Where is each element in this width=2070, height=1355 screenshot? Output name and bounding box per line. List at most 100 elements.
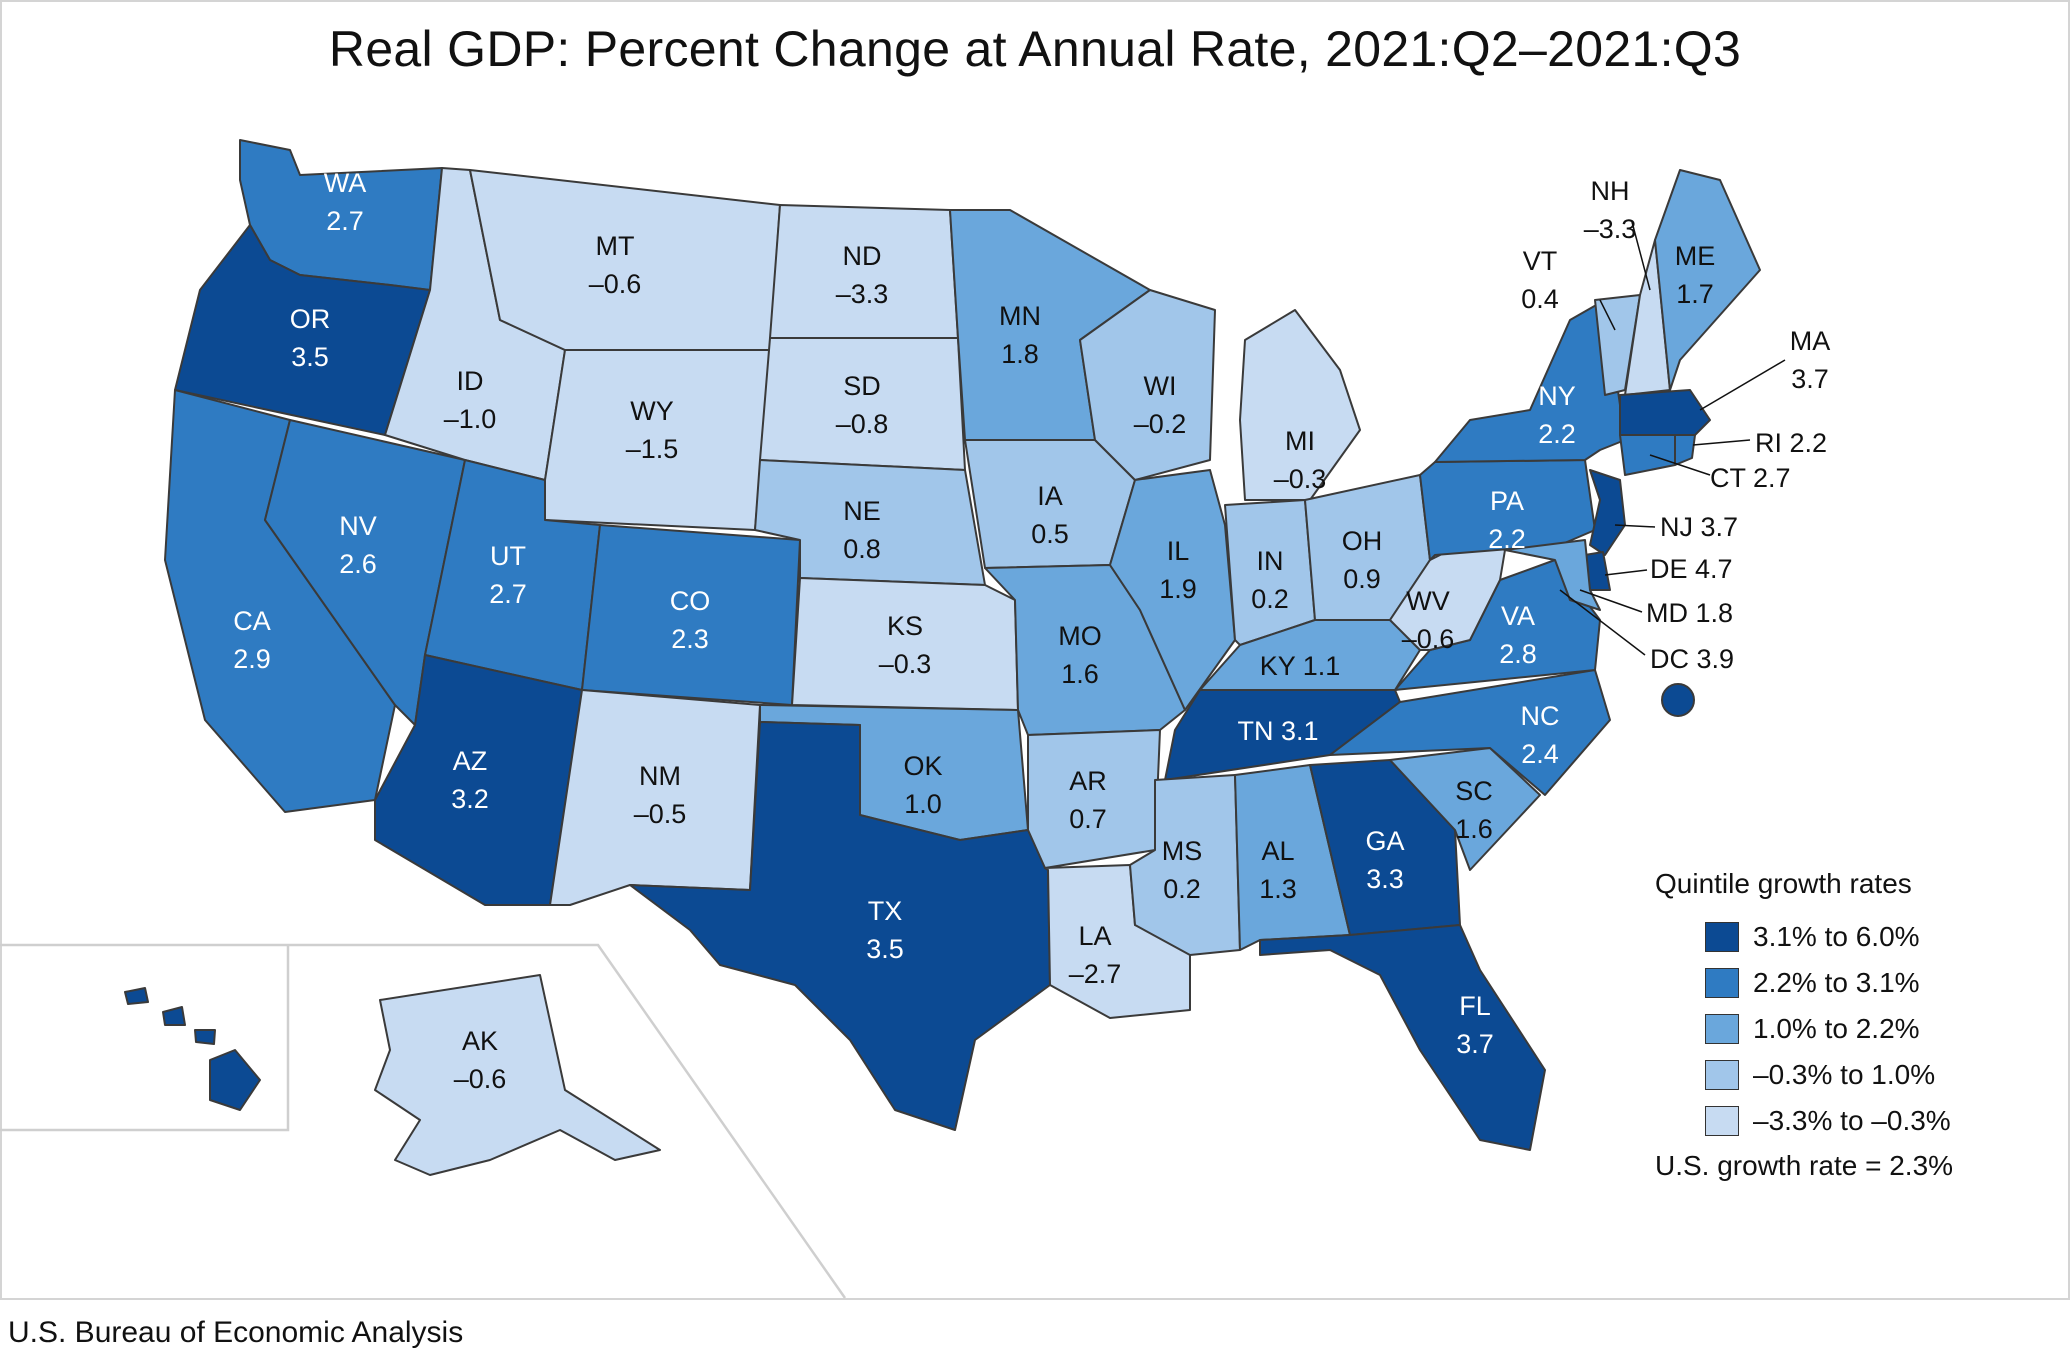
state-label-AZ: AZ [453,746,488,776]
callout-label-DE: DE 4.7 [1650,554,1733,584]
state-label-KY: KY 1.1 [1260,651,1341,681]
callout-label-RI: RI 2.2 [1755,428,1827,458]
state-label-IL: IL [1167,536,1190,566]
legend-item: –3.3% to –0.3% [1655,1098,2055,1144]
state-value-OH: 0.9 [1343,564,1381,594]
state-value-MI: –0.3 [1274,464,1327,494]
map-frame [0,0,2070,1300]
state-value-GA: 3.3 [1366,864,1404,894]
callout-label-VT: VT [1523,246,1558,276]
state-label-UT: UT [490,541,526,571]
state-label-NE: NE [843,496,881,526]
state-ND [769,204,959,339]
state-value-ME: 1.7 [1676,279,1714,309]
state-label-AR: AR [1069,766,1107,796]
callout-label-MA: MA [1790,326,1831,356]
callout-value-NH: –3.3 [1584,214,1637,244]
state-value-OR: 3.5 [291,342,329,372]
us-choropleth-map: WA 2.7 OR 3.5 CA 2.9 NV 2.6 ID –1.0 MT –0.6 WY –1.5 UT… [0,139,1830,1299]
state-label-LA: LA [1078,921,1111,951]
legend-label: –0.3% to 1.0% [1753,1059,1936,1090]
state-NY [1434,299,1626,463]
state-value-CO: 2.3 [671,624,709,654]
inset-border [0,943,847,1299]
state-MD [1504,539,1601,611]
state-label-KS: KS [887,611,923,641]
state-WY [544,349,771,531]
state-value-NY: 2.2 [1538,419,1576,449]
state-label-NM: NM [639,761,681,791]
legend-item: 2.2% to 3.1% [1655,960,2055,1006]
state-AR [1027,729,1161,869]
state-label-WA: WA [324,168,367,198]
hi-island-3 [194,1029,216,1045]
leader-line-MD [1579,589,1643,613]
leader-line-DC [1559,589,1646,656]
legend-rows: 3.1% to 6.0% 2.2% to 3.1% 1.0% to 2.2% –… [1655,914,2055,1144]
state-value-SC: 1.6 [1455,814,1493,844]
map-title: Real GDP: Percent Change at Annual Rate,… [328,21,1742,77]
state-label-NC: NC [1521,701,1560,731]
leader-line-RI [1692,439,1751,446]
state-label-OH: OH [1342,526,1383,556]
legend-swatch [1705,968,1739,998]
state-WI [1079,289,1216,481]
state-label-NY: NY [1538,381,1576,411]
legend-label: –3.3% to –0.3% [1753,1105,1951,1136]
callout-label-NJ: NJ 3.7 [1660,512,1738,542]
state-SC [1389,747,1541,871]
state-label-TX: TX [868,896,903,926]
legend-label: 2.2% to 3.1% [1753,967,1920,998]
state-value-MO: 1.6 [1061,659,1099,689]
state-value-UT: 2.7 [489,579,527,609]
state-label-WI: WI [1144,371,1177,401]
state-value-CA: 2.9 [233,644,271,674]
state-value-HI: 6.0 [99,1084,137,1114]
state-label-TN: TN 3.1 [1237,716,1318,746]
state-label-ME: ME [1675,241,1716,271]
state-value-PA: 2.2 [1488,524,1526,554]
state-value-OK: 1.0 [904,789,942,819]
state-label-WY: WY [630,396,674,426]
leader-line-CT [1649,454,1711,476]
state-label-CA: CA [233,606,271,636]
state-value-ND: –3.3 [836,279,889,309]
state-value-KS: –0.3 [879,649,932,679]
leader-line-VT [1599,299,1616,331]
state-value-TX: 3.5 [866,934,904,964]
callout-label-DC: DC 3.9 [1650,644,1734,674]
state-value-IA: 0.5 [1031,519,1069,549]
state-value-ID: –1.0 [444,404,497,434]
state-value-NC: 2.4 [1521,739,1559,769]
callout-leaders [1559,221,1786,656]
state-value-MS: 0.2 [1163,874,1201,904]
state-label-WV: WV [1406,586,1450,616]
state-value-WY: –1.5 [626,434,679,464]
state-value-SD: –0.8 [836,409,889,439]
source-credit: U.S. Bureau of Economic Analysis [8,1316,464,1349]
state-FL [1259,924,1546,1151]
state-KS [791,577,1019,711]
state-DC-marker [1661,683,1695,717]
state-SD [759,337,966,471]
legend-item: –0.3% to 1.0% [1655,1052,2055,1098]
state-MA [1619,389,1711,436]
state-value-NV: 2.6 [339,549,377,579]
state-value-MN: 1.8 [1001,339,1039,369]
legend-swatch [1705,1106,1739,1136]
state-NJ [1589,469,1626,556]
state-value-AK: –0.6 [454,1064,507,1094]
state-value-VA: 2.8 [1499,639,1537,669]
leader-line-MA [1699,359,1786,411]
state-value-MT: –0.6 [589,269,642,299]
state-RI [1674,434,1696,466]
legend-item: 1.0% to 2.2% [1655,1006,2055,1052]
leader-line-NH [1631,221,1651,291]
state-value-WA: 2.7 [326,206,364,236]
state-NC [1329,669,1611,796]
state-labels: WA 2.7 OR 3.5 CA 2.9 NV 2.6 ID –1.0 MT –0.6 WY –1.5 UT… [99,168,1830,1114]
state-CT [1619,434,1676,476]
state-label-HI: HI [105,1046,132,1076]
state-value-FL: 3.7 [1456,1029,1494,1059]
state-ME [1654,169,1761,391]
